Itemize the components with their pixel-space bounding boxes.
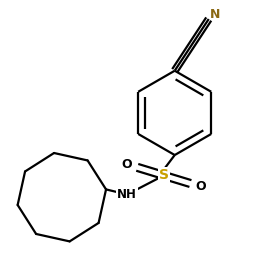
Text: NH: NH: [117, 188, 137, 201]
Text: N: N: [210, 8, 221, 21]
Text: S: S: [159, 168, 169, 183]
Text: O: O: [121, 158, 132, 171]
Text: O: O: [196, 180, 206, 193]
